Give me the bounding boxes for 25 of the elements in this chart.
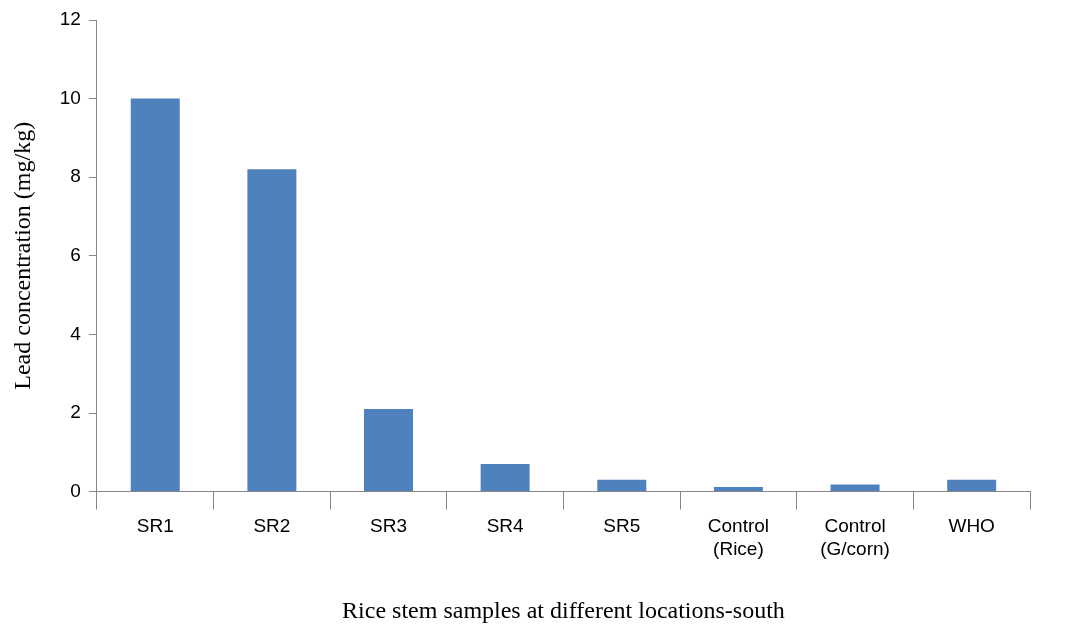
y-tick-label: 10 xyxy=(59,86,81,108)
x-tick-label: SR4 xyxy=(486,515,525,537)
x-tick-label: SR5 xyxy=(603,515,641,537)
y-tick-label: 8 xyxy=(70,165,81,187)
y-axis-title: Lead concentration (mg/kg) xyxy=(8,121,35,390)
bar xyxy=(597,479,647,492)
bar xyxy=(130,98,180,492)
y-tick-label: 0 xyxy=(70,479,81,501)
bar xyxy=(364,409,414,492)
x-tick-label: WHO xyxy=(948,515,995,537)
x-tick-label: SR3 xyxy=(370,515,407,537)
bar xyxy=(247,169,297,492)
bar xyxy=(947,479,997,492)
y-tick-label: 12 xyxy=(59,8,81,30)
x-tick-label: SR1 xyxy=(136,515,174,537)
y-tick-label: 4 xyxy=(70,322,82,344)
y-tick-label: 2 xyxy=(70,401,81,423)
bar xyxy=(830,484,880,492)
x-tick-label: Control (Rice) xyxy=(707,515,770,560)
y-tick-label: 6 xyxy=(70,244,81,266)
x-tick-label: SR2 xyxy=(253,515,291,537)
x-axis-title: Rice stem samples at different locations-south xyxy=(342,596,785,623)
bar xyxy=(480,464,530,492)
x-tick-label: Control (G/corn) xyxy=(820,515,890,560)
bar xyxy=(713,486,763,492)
